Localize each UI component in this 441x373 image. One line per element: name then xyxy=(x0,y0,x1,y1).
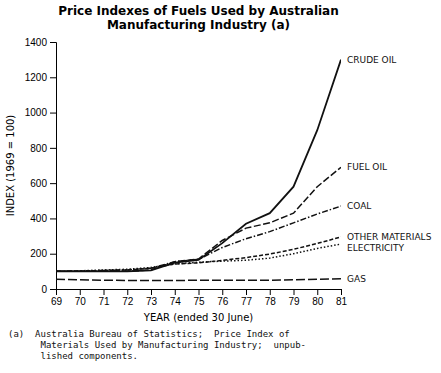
y-tick-mark xyxy=(50,254,56,255)
x-tick-mark xyxy=(151,289,152,295)
x-tick-mark xyxy=(341,289,342,295)
x-tick-label: 78 xyxy=(265,296,277,307)
y-tick-label: 800 xyxy=(30,143,47,154)
x-tick-label: 72 xyxy=(122,296,134,307)
x-tick-label: 77 xyxy=(241,296,253,307)
x-tick-label: 69 xyxy=(51,296,63,307)
y-tick-label: 1200 xyxy=(25,72,48,83)
y-tick-mark xyxy=(50,42,56,43)
x-tick: 80 xyxy=(312,289,324,307)
y-tick-label: 200 xyxy=(30,248,47,259)
y-tick: 200 xyxy=(30,248,56,259)
chart: 69 70 71 72 73 74 75 76 77 78 79 80 81 0 200 400 600 800 1… xyxy=(0,0,441,373)
x-tick: 73 xyxy=(146,289,158,307)
y-tick: 1200 xyxy=(25,72,56,83)
y-tick: 1000 xyxy=(25,107,56,118)
lines xyxy=(56,60,341,281)
x-tick-label: 79 xyxy=(288,296,300,307)
y-tick-label: 1000 xyxy=(25,107,48,118)
x-axis: 69 70 71 72 73 74 75 76 77 78 79 80 81 xyxy=(51,289,348,307)
series-labels: CRUDE OIL FUEL OIL COAL OTHER MATERIALSELEC… xyxy=(347,55,432,284)
series-label: GAS xyxy=(347,274,366,284)
x-tick-mark xyxy=(127,289,128,295)
x-axis-title: YEAR (ended 30 June) xyxy=(143,312,253,323)
x-tick-label: 70 xyxy=(75,296,87,307)
y-tick-label: 400 xyxy=(30,213,47,224)
series-label: FUEL OIL xyxy=(347,162,387,172)
y-tick-label: 1400 xyxy=(25,37,48,48)
x-tick-mark xyxy=(80,289,81,295)
x-axis-line xyxy=(57,290,342,296)
series-line xyxy=(56,206,341,271)
x-tick: 76 xyxy=(217,289,229,307)
title: Price Indexes of Fuels Used by Australia… xyxy=(58,4,339,32)
y-axis-title: INDEX (1969 = 100) xyxy=(5,115,16,217)
series-line xyxy=(56,167,341,271)
y-tick-mark xyxy=(50,77,56,78)
y-tick: 400 xyxy=(30,213,56,224)
series-line xyxy=(56,244,341,271)
x-tick-label: 76 xyxy=(217,296,229,307)
x-tick-label: 75 xyxy=(193,296,205,307)
y-tick-mark xyxy=(50,183,56,184)
series-line xyxy=(56,237,341,271)
series-line xyxy=(56,279,341,281)
x-tick: 79 xyxy=(288,289,300,307)
footnote: (a) Australia Bureau of Statistics; Pric… xyxy=(8,329,306,361)
y-tick: 1400 xyxy=(25,37,56,48)
x-tick-label: 81 xyxy=(336,296,348,307)
series-label: COAL xyxy=(347,201,371,211)
y-tick: 0 xyxy=(41,284,56,295)
x-tick-mark xyxy=(270,289,271,295)
x-tick: 70 xyxy=(75,289,87,307)
x-tick-mark xyxy=(246,289,247,295)
x-tick-label: 80 xyxy=(312,296,324,307)
x-tick: 74 xyxy=(170,289,182,307)
x-tick: 72 xyxy=(122,289,134,307)
x-tick: 77 xyxy=(241,289,253,307)
x-tick: 75 xyxy=(193,289,205,307)
x-tick-mark xyxy=(104,289,105,295)
y-axis-line xyxy=(50,43,57,290)
series-label: OTHER MATERIALS xyxy=(347,232,432,242)
x-tick-label: 74 xyxy=(170,296,182,307)
y-tick: 800 xyxy=(30,143,56,154)
x-tick: 78 xyxy=(265,289,277,307)
x-tick: 71 xyxy=(98,289,110,307)
x-tick-mark xyxy=(199,289,200,295)
y-axis: 0 200 400 600 800 1000 1200 1400 xyxy=(25,37,57,295)
x-tick-mark xyxy=(175,289,176,295)
y-tick-mark xyxy=(50,218,56,219)
x-tick-mark xyxy=(222,289,223,295)
plot: 69 70 71 72 73 74 75 76 77 78 79 80 81 0 200 400 600 800 1… xyxy=(25,37,432,307)
series-label: ELECTRICITY xyxy=(347,243,405,253)
series-line xyxy=(56,60,341,272)
x-tick-mark xyxy=(317,289,318,295)
x-tick: 81 xyxy=(336,289,348,307)
x-tick-mark xyxy=(294,289,295,295)
x-tick: 69 xyxy=(51,289,63,307)
y-tick-mark xyxy=(50,289,56,290)
x-tick-label: 71 xyxy=(98,296,110,307)
series-label: CRUDE OIL xyxy=(347,55,396,65)
y-tick-mark xyxy=(50,113,56,114)
y-tick-mark xyxy=(50,148,56,149)
y-tick-label: 0 xyxy=(41,284,47,295)
y-tick: 600 xyxy=(30,178,56,189)
y-tick-label: 600 xyxy=(30,178,47,189)
x-tick-label: 73 xyxy=(146,296,158,307)
